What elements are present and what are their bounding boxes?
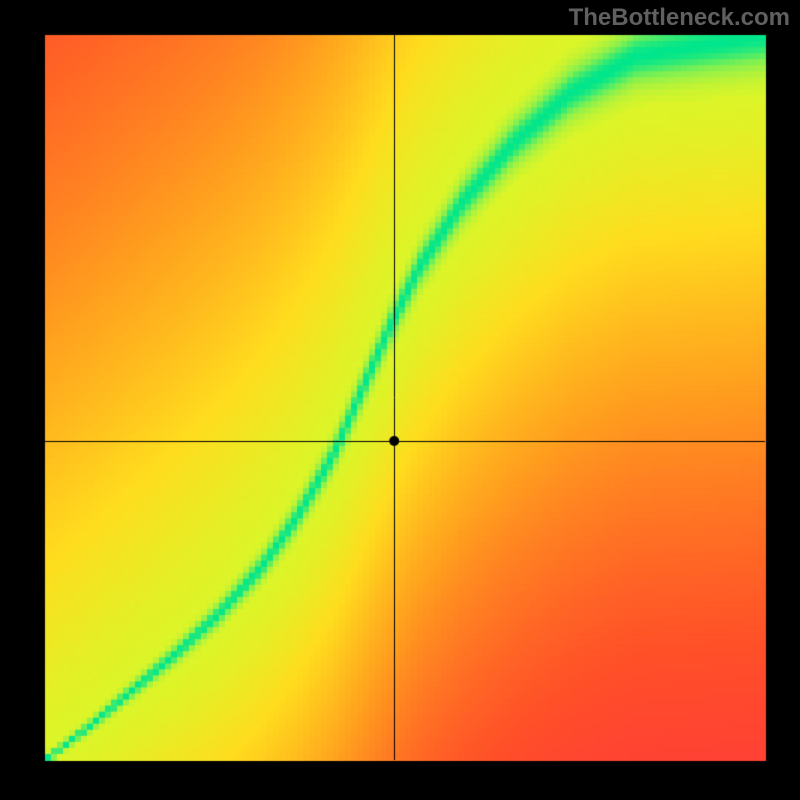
watermark-text: TheBottleneck.com <box>569 4 790 32</box>
bottleneck-heatmap <box>0 0 800 800</box>
